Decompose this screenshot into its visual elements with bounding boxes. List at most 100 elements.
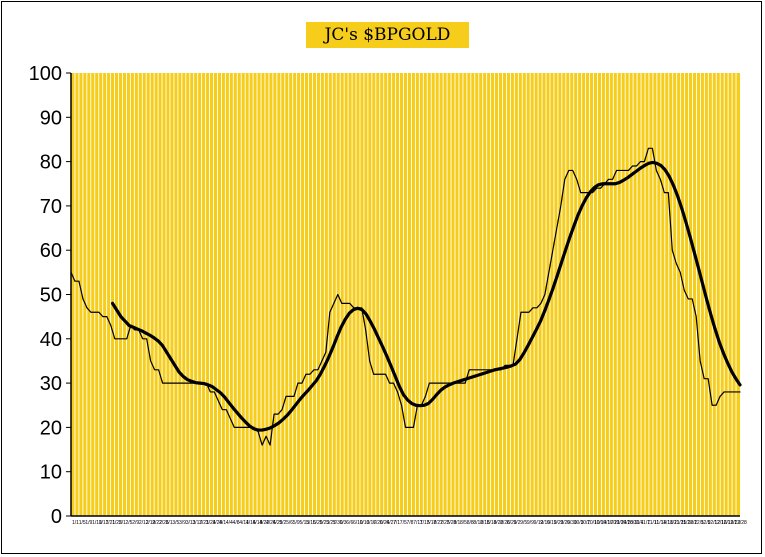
y-tick-label: 50 bbox=[40, 285, 62, 307]
x-tick-label: 12/28 bbox=[734, 520, 747, 526]
x-tick-label: 8/26 bbox=[500, 520, 510, 526]
x-tick-label: 5/23 bbox=[320, 520, 330, 526]
x-tick-label: 2/1 bbox=[119, 520, 126, 526]
x-tick-label: 9/16 bbox=[540, 520, 550, 526]
x-tick-label: 8/8 bbox=[467, 520, 474, 526]
x-tick-label: 9/2 bbox=[514, 520, 521, 526]
chart-title: JC's $BPGOLD bbox=[306, 22, 469, 48]
y-tick-label: 30 bbox=[40, 373, 62, 395]
x-tick-label: 2/26 bbox=[159, 520, 169, 526]
x-tick-label: 10/21 bbox=[607, 520, 620, 526]
x-tick-label: 6/13 bbox=[360, 520, 370, 526]
x-tick-label: 4/8 bbox=[233, 520, 240, 526]
x-tick-label: 7/1 bbox=[393, 520, 400, 526]
x-tick-label: 7/18 bbox=[427, 520, 437, 526]
x-tick-label: 4/4 bbox=[226, 520, 233, 526]
x-tick-label: 11/7 bbox=[641, 520, 651, 526]
x-tick-label: 1/21 bbox=[105, 520, 115, 526]
x-tick-label: 3/17 bbox=[192, 520, 202, 526]
x-tick-label: 1/10 bbox=[92, 520, 102, 526]
x-tick-label: 1/25 bbox=[112, 520, 122, 526]
x-tick-label: 7/22 bbox=[433, 520, 443, 526]
x-tick-label: 6/3 bbox=[340, 520, 347, 526]
x-tick-label: 12/5 bbox=[694, 520, 704, 526]
y-tick-label: 10 bbox=[40, 462, 62, 484]
x-tick-label: 10/28 bbox=[621, 520, 634, 526]
x-tick-label: 7/5 bbox=[400, 520, 407, 526]
x-tick-label: 8/1 bbox=[453, 520, 460, 526]
x-tick-label: 10/10 bbox=[587, 520, 600, 526]
x-tick-label: 7/25 bbox=[440, 520, 450, 526]
x-tick-label: 1/17 bbox=[99, 520, 109, 526]
x-tick-label: 12/16 bbox=[714, 520, 727, 526]
x-tick-label: 4/25 bbox=[266, 520, 276, 526]
x-tick-label: 7/8 bbox=[407, 520, 414, 526]
x-tick-label: 2/19 bbox=[146, 520, 156, 526]
x-tick-label: 3/5 bbox=[172, 520, 179, 526]
x-tick-label: 5/27 bbox=[326, 520, 336, 526]
x-tick-label: 4/22 bbox=[259, 520, 269, 526]
x-tick-label: 12/19 bbox=[721, 520, 734, 526]
x-tick-label: 10/3 bbox=[574, 520, 584, 526]
x-tick-label: 7/29 bbox=[447, 520, 457, 526]
y-tick-label: 40 bbox=[40, 329, 62, 351]
x-tick-label: 2/5 bbox=[126, 520, 133, 526]
x-tick-label: 10/7 bbox=[580, 520, 590, 526]
x-tick-label: 11/4 bbox=[634, 520, 644, 526]
x-tick-label: 5/9 bbox=[293, 520, 300, 526]
x-tick-label: 8/12 bbox=[473, 520, 483, 526]
x-tick-label: 9/9 bbox=[527, 520, 534, 526]
x-tick-label: 1/5 bbox=[79, 520, 86, 526]
x-tick-label: 3/1 bbox=[166, 520, 173, 526]
x-tick-label: 6/6 bbox=[346, 520, 353, 526]
plot-area bbox=[71, 73, 740, 516]
x-tick-label: 3/13 bbox=[186, 520, 196, 526]
x-tick-label: 5/30 bbox=[333, 520, 343, 526]
x-tick-label: 9/26 bbox=[560, 520, 570, 526]
x-tick-label: 6/24 bbox=[380, 520, 390, 526]
x-tick-label: 5/16 bbox=[306, 520, 316, 526]
x-tick-label: 2/9 bbox=[132, 520, 139, 526]
y-tick-label: 90 bbox=[40, 107, 62, 129]
x-tick-label: 2/12 bbox=[139, 520, 149, 526]
y-tick-label: 0 bbox=[51, 506, 62, 528]
y-tick-label: 100 bbox=[29, 63, 62, 85]
x-tick-label: 9/5 bbox=[520, 520, 527, 526]
x-tick-label: 6/17 bbox=[366, 520, 376, 526]
x-tick-label: 3/9 bbox=[179, 520, 186, 526]
x-tick-label: 11/18 bbox=[661, 520, 673, 526]
x-tick-label: 1/1 bbox=[72, 520, 79, 526]
x-tick-label: 6/20 bbox=[373, 520, 383, 526]
x-tick-label: 10/17 bbox=[601, 520, 614, 526]
x-tick-label: 4/15 bbox=[246, 520, 256, 526]
y-tick-label: 60 bbox=[40, 240, 62, 262]
x-tick-label: 5/6 bbox=[286, 520, 293, 526]
x-tick-label: 4/11 bbox=[239, 520, 249, 526]
x-tick-label: 5/2 bbox=[279, 520, 286, 526]
x-tick-label: 3/28 bbox=[212, 520, 222, 526]
y-tick-label: 70 bbox=[40, 196, 62, 218]
x-tick-label: 3/24 bbox=[206, 520, 216, 526]
x-tick-label: 6/10 bbox=[353, 520, 363, 526]
y-tick-label: 80 bbox=[40, 152, 62, 174]
x-tick-label: 12/9 bbox=[701, 520, 711, 526]
x-tick-label: 11/21 bbox=[667, 520, 679, 526]
x-tick-label: 8/29 bbox=[507, 520, 517, 526]
x-tick-label: 7/11 bbox=[413, 520, 423, 526]
x-tick-label: 9/12 bbox=[534, 520, 544, 526]
x-tick-label: 9/19 bbox=[547, 520, 557, 526]
y-tick-label: 20 bbox=[40, 417, 62, 439]
x-tick-label: 11/11 bbox=[647, 520, 659, 526]
x-tick-label: 11/28 bbox=[681, 520, 693, 526]
x-tick-label: 4/1 bbox=[219, 520, 226, 526]
x-tick-label: 5/13 bbox=[299, 520, 309, 526]
series-line-daily bbox=[70, 147, 741, 446]
x-tick-label: 8/5 bbox=[460, 520, 467, 526]
x-tick-label: 12/2 bbox=[687, 520, 697, 526]
x-tick-label: 2/22 bbox=[152, 520, 162, 526]
x-tick-label: 10/24 bbox=[614, 520, 627, 526]
x-tick-label: 7/15 bbox=[420, 520, 430, 526]
x-tick-label: 12/23 bbox=[728, 520, 741, 526]
x-tick-label: 8/19 bbox=[487, 520, 497, 526]
gridlines bbox=[74, 73, 737, 516]
